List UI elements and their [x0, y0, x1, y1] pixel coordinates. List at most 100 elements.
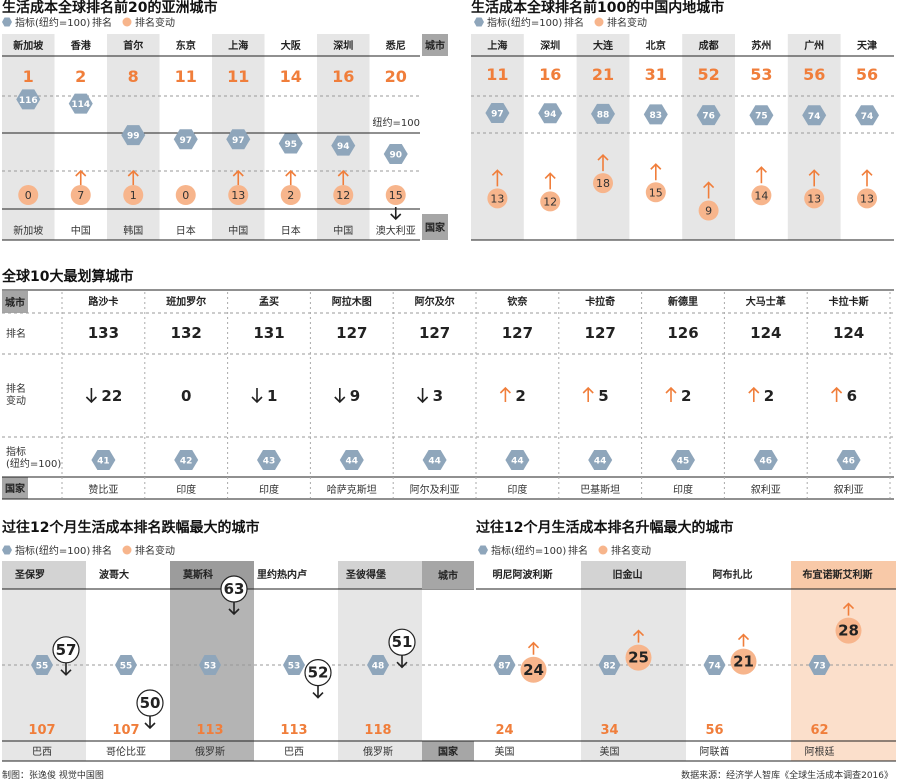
china-rank-value: 31 — [645, 65, 667, 84]
cheap-index-hex-label: 46 — [842, 457, 855, 467]
cheap-change-value: 22 — [101, 387, 122, 405]
china-change-up-arrow — [703, 181, 715, 199]
fall-index-hex — [283, 655, 305, 675]
rise-city-label: 布宜诺斯艾利斯 — [803, 568, 873, 581]
fall-legend-rank-label: 排名 — [92, 544, 112, 557]
fall-rank-value: 107 — [112, 723, 139, 738]
cheap-change-up-arrow — [665, 386, 677, 402]
asia-change-circle — [123, 185, 144, 205]
rise-change-value: 28 — [838, 622, 859, 640]
fall-rank-value: 107 — [28, 723, 55, 738]
cheap-index-hex — [257, 450, 281, 470]
fall-index-hex — [199, 655, 221, 675]
asia-change-circle — [333, 185, 354, 205]
fall-country-label: 巴西 — [32, 746, 52, 758]
china-index-hex-label: 88 — [597, 110, 610, 120]
cheap-change-value: 2 — [515, 387, 525, 405]
fall-legend-change-label: 排名变动 — [135, 544, 175, 557]
china-change-value: 18 — [596, 177, 610, 190]
china-rank-value: 52 — [697, 65, 719, 84]
rise-legend-change-icon — [598, 545, 608, 555]
cheap-rank-value: 133 — [88, 324, 119, 342]
asia-rank-value: 1 — [23, 67, 34, 86]
cheap-change-down-arrow — [251, 388, 263, 404]
asia-change-value: 1 — [130, 189, 137, 202]
china-change-circle — [751, 185, 772, 206]
rise-country-label: 美国 — [495, 745, 515, 758]
china-city-label: 成都 — [699, 39, 719, 52]
cheap-index-hex — [836, 450, 861, 470]
cheap-rank-value: 127 — [585, 324, 616, 342]
cheap-change-value: 9 — [350, 387, 360, 405]
cheap-index-hex-label: 43 — [263, 457, 276, 467]
rise-col-shade — [791, 561, 896, 761]
cheap-row-label-index1: 指标 — [6, 445, 26, 458]
asia-country-label: 中国 — [71, 224, 91, 237]
rise-header-shade — [791, 561, 896, 589]
asia-city-label: 首尔 — [123, 39, 143, 52]
asia-change-up-arrow — [337, 169, 349, 185]
asia-index-hex-label: 97 — [232, 136, 245, 146]
rise-header-shade — [476, 561, 581, 589]
asia-rank-value: 11 — [227, 67, 249, 86]
cheap-change-down-arrow — [334, 388, 346, 404]
cheap-change-up-arrow — [831, 386, 843, 402]
china-legend-change-label: 排名变动 — [607, 16, 647, 29]
fall-change-down-arrow — [144, 716, 156, 730]
asia-index-hex-label: 97 — [179, 136, 192, 146]
china-rank-value: 56 — [803, 65, 825, 84]
fall-rank-value: 113 — [196, 723, 223, 738]
rise-row-label-country-box — [422, 741, 474, 761]
china-change-circle — [804, 188, 825, 209]
asia-row-label-city: 城市 — [425, 39, 445, 52]
cheap-index-hex-label: 44 — [428, 457, 441, 467]
china-index-hex-label: 83 — [650, 111, 663, 121]
cheap-change-value: 0 — [181, 387, 191, 405]
cheap-row-label-index2: (纽约=100) — [6, 457, 61, 470]
asia-index-hex — [331, 135, 356, 156]
china-change-value: 13 — [490, 192, 504, 205]
rise-row-label-city: 城市 — [438, 569, 458, 582]
asia-change-value: 2 — [287, 189, 294, 202]
china-top100-title: 生活成本全球排名前100的中国内地城市 — [471, 0, 724, 16]
cheap-row-label-change2: 变动 — [6, 394, 26, 407]
fall-index-hex-label: 53 — [288, 662, 301, 672]
cheap-change-up-arrow — [748, 386, 760, 402]
rise-legend-rank-label: 排名 — [568, 544, 588, 557]
china-change-up-arrow — [491, 169, 503, 187]
cheap-city-label: 班加罗尔 — [166, 295, 206, 308]
rise-row-label-country: 国家 — [438, 745, 459, 758]
asia-legend-rank-label: 排名 — [92, 16, 112, 29]
rise-city-label: 明尼阿波利斯 — [493, 568, 553, 581]
asia-city-label: 悉尼 — [385, 39, 406, 52]
cheap-index-hex-label: 44 — [346, 457, 359, 467]
china-city-label: 北京 — [646, 39, 666, 52]
asia-change-up-arrow — [232, 169, 244, 185]
biggest-rise-panel: 过往12个月生活成本排名升幅最大的城市 指标(纽约=100) 排名 排名变动城市国家… — [422, 519, 896, 762]
cheap-country-label: 哈萨克斯坦 — [327, 483, 377, 496]
asia-legend-rank-swatch — [92, 17, 118, 28]
asia-change-circle — [18, 185, 39, 205]
fall-country-label: 俄罗斯 — [195, 745, 225, 758]
china-change-value: 13 — [860, 192, 874, 205]
fall-change-value: 51 — [392, 633, 413, 651]
fall-index-hex-label: 48 — [372, 662, 385, 672]
cheap-index-hex — [422, 450, 447, 470]
rise-legend-change-label: 排名变动 — [611, 544, 651, 557]
china-index-hex — [643, 104, 668, 125]
cheap-country-label: 巴基斯坦 — [580, 483, 620, 496]
asia-row-label-country: 国家 — [425, 221, 446, 234]
rise-change-up-arrow — [632, 629, 645, 643]
rise-index-hex — [493, 655, 516, 675]
asia-country-label: 澳大利亚 — [376, 224, 416, 237]
asia-index-hex-label: 116 — [19, 96, 38, 106]
cheap-change-up-arrow — [582, 386, 594, 402]
china-index-hex — [538, 103, 563, 124]
cheap-country-label: 印度 — [259, 483, 279, 496]
asia-top20-title: 生活成本全球排名前20的亚洲城市 — [2, 0, 217, 16]
china-change-circle — [645, 182, 666, 203]
rise-index-hex — [808, 655, 831, 675]
fall-city-label: 莫斯科 — [182, 568, 213, 581]
